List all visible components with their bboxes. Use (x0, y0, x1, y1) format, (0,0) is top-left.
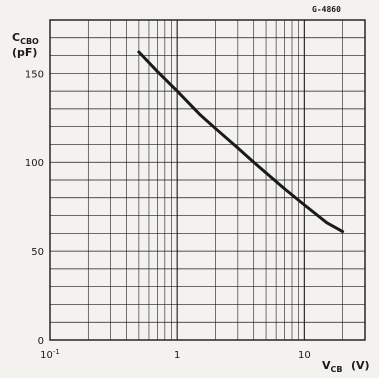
x-tick-label: 10-1 (40, 348, 60, 361)
figure-id: G-4860 (312, 5, 341, 14)
y-axis-label: CCBO (12, 31, 39, 46)
x-axis-label: VCB (322, 359, 342, 374)
plot-frame (49, 19, 366, 341)
x-axis-label-sub: CB (331, 365, 343, 374)
y-axis-unit: (pF) (12, 46, 37, 59)
y-tick-label: 100 (25, 158, 44, 169)
x-tick-labels: 10-1 1 10 (40, 348, 311, 361)
x-tick-label: 10 (298, 350, 311, 361)
y-tick-label: 150 (25, 69, 44, 80)
grid (50, 20, 365, 340)
y-axis-label-main: C (12, 31, 20, 44)
y-tick-label: 0 (38, 336, 44, 347)
series-line-0 (137, 50, 345, 234)
y-tick-labels: 0 50 100 150 (25, 69, 44, 347)
x-axis-label-main: V (322, 359, 331, 372)
curve-layer (137, 50, 345, 234)
y-tick-label: 50 (31, 247, 44, 258)
x-axis-unit: (V) (351, 359, 370, 372)
y-axis-label-sub: CBO (20, 37, 39, 46)
x-tick-label: 1 (174, 350, 180, 361)
